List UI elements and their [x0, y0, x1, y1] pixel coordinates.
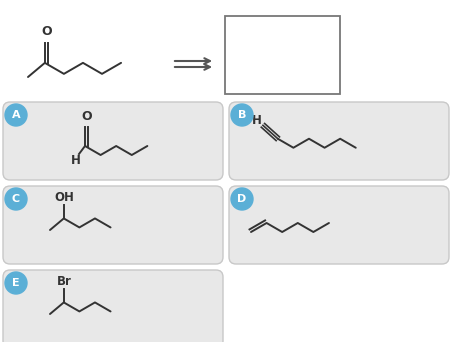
Text: D: D	[237, 194, 246, 204]
Text: O: O	[41, 25, 52, 38]
FancyBboxPatch shape	[229, 102, 449, 180]
Text: H: H	[252, 114, 262, 127]
Circle shape	[5, 104, 27, 126]
Circle shape	[5, 188, 27, 210]
Text: O: O	[81, 110, 92, 123]
Text: H: H	[71, 154, 81, 167]
Text: E: E	[12, 278, 20, 288]
Text: C: C	[12, 194, 20, 204]
FancyBboxPatch shape	[229, 186, 449, 264]
Circle shape	[5, 272, 27, 294]
FancyBboxPatch shape	[3, 102, 223, 180]
Text: A: A	[12, 110, 20, 120]
FancyBboxPatch shape	[3, 186, 223, 264]
Circle shape	[231, 188, 253, 210]
Bar	[225, 16, 340, 94]
Text: OH: OH	[55, 192, 75, 205]
Circle shape	[231, 104, 253, 126]
Text: B: B	[238, 110, 246, 120]
Text: Br: Br	[57, 275, 72, 288]
FancyBboxPatch shape	[3, 270, 223, 342]
